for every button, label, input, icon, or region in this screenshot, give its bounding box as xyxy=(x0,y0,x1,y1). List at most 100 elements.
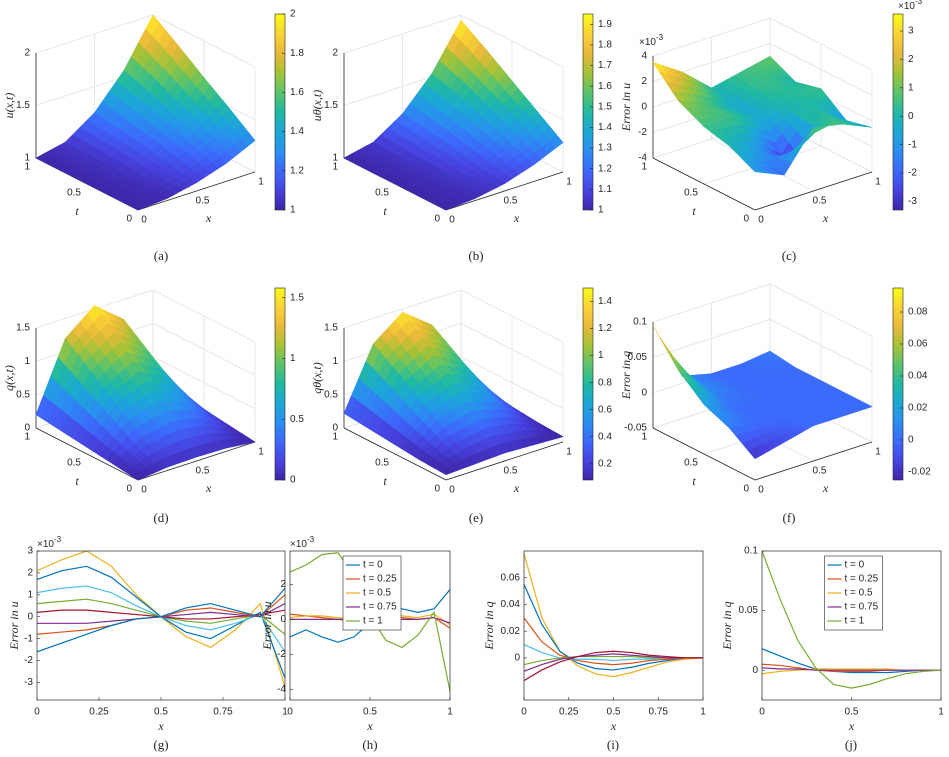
x-tick-label: 0.5 xyxy=(196,196,210,207)
z-axis-label: q(x,t) xyxy=(2,365,16,391)
surface-cell xyxy=(130,203,147,211)
surface-patch xyxy=(61,370,117,448)
legend-label: t = 0.25 xyxy=(845,574,879,585)
series-line xyxy=(37,587,285,653)
z-tick-label: -2 xyxy=(638,127,647,138)
series-line xyxy=(524,617,703,666)
y-tick-label: 0.1 xyxy=(744,546,758,557)
colorbar-tick-label: 1.5 xyxy=(290,292,304,303)
colorbar-tick-label: 0 xyxy=(908,435,914,446)
exponent-label: ×10-3 xyxy=(898,0,923,12)
panel-caption: (b) xyxy=(468,248,483,263)
colorbar xyxy=(274,287,286,481)
z-tick-label: -4 xyxy=(638,153,647,164)
x-tick-label: 0.75 xyxy=(649,707,669,718)
y-axis-label: Error in u xyxy=(7,601,21,650)
x-axis-label: x xyxy=(610,719,617,733)
y-tick-label: 0.5 xyxy=(684,188,698,199)
x-tick-label: 1 xyxy=(566,177,572,188)
y-tick-label: 0.5 xyxy=(375,458,389,469)
z-tick-label: 0.05 xyxy=(628,352,648,363)
y-axis xyxy=(343,427,447,481)
surface-patch xyxy=(170,138,227,183)
y-tick-label: 1 xyxy=(27,589,33,600)
x-axis-label: x xyxy=(205,211,212,225)
panel-caption: (g) xyxy=(153,737,168,752)
exponent-power: -3 xyxy=(656,33,664,42)
colorbar-tick-label: 1.6 xyxy=(598,81,612,92)
y-tick-label: 2 xyxy=(27,568,33,579)
y-tick-label: 0 xyxy=(752,665,758,676)
surface-patch xyxy=(144,381,201,422)
surface-patch xyxy=(111,184,168,211)
colorbar-tick-label: 0.2 xyxy=(598,458,612,469)
surface-patch xyxy=(145,115,201,166)
panel-caption: (d) xyxy=(153,510,168,525)
panel-caption: (h) xyxy=(362,737,377,752)
legend-label: t = 0.5 xyxy=(363,588,392,599)
x-axis-label: x xyxy=(822,211,829,225)
surface-patch xyxy=(419,435,476,475)
surface-patch xyxy=(728,145,786,176)
surface-patch xyxy=(707,103,763,121)
x-tick-label: 0.5 xyxy=(813,466,827,477)
surface-patch xyxy=(170,418,227,458)
z-tick-label: 2 xyxy=(641,76,647,87)
x-axis-label: x xyxy=(366,719,373,733)
surface-patch xyxy=(419,184,476,211)
colorbar-tick-label: 1.7 xyxy=(598,60,612,71)
surface-cell xyxy=(747,164,764,173)
surface-patch xyxy=(507,111,564,166)
z-tick-label: 0 xyxy=(24,423,30,434)
y-axis-label: t xyxy=(383,474,387,488)
x-tick-label: 1 xyxy=(258,177,264,188)
series-line xyxy=(37,565,285,679)
z-axis-label: Error in q xyxy=(619,351,633,400)
colorbar-tick-label: -1 xyxy=(908,139,917,150)
surface-cell xyxy=(438,467,454,475)
z-tick-label: 0.5 xyxy=(324,389,338,400)
surface-patch xyxy=(482,386,538,423)
surface-patch xyxy=(90,341,146,405)
z-tick-label: 1 xyxy=(24,356,30,367)
surface-patch xyxy=(119,91,176,148)
surface-patch xyxy=(703,404,760,429)
surface-patch xyxy=(123,14,179,93)
y-tick-label: -1 xyxy=(24,633,33,644)
surface-cell xyxy=(131,471,146,481)
x-axis-label: x xyxy=(822,481,829,495)
series-line xyxy=(524,653,703,672)
surface-cell xyxy=(671,358,687,376)
panel-caption: (c) xyxy=(782,248,796,263)
surface-patch xyxy=(368,155,425,185)
z-tick-label: 1.5 xyxy=(324,323,338,334)
x-tick-label: 0.5 xyxy=(154,707,168,718)
z-axis-label: Error in u xyxy=(619,83,633,132)
surface-patch xyxy=(758,412,815,443)
y-tick-label: 1 xyxy=(332,432,338,443)
colorbar-tick-label: 0.5 xyxy=(290,414,304,425)
x-tick-label: 0.5 xyxy=(813,196,827,207)
surface-patch xyxy=(343,141,400,172)
x-tick-label: 0.5 xyxy=(196,466,210,477)
colorbar-tick-label: 0.08 xyxy=(908,307,928,318)
colorbar-tick-label: 1.1 xyxy=(598,184,612,195)
x-tick-label: 0.5 xyxy=(607,707,621,718)
surface-patch xyxy=(423,147,480,185)
exponent-label: ×10-3 xyxy=(639,33,664,48)
y-tick-label: 0 xyxy=(514,653,520,664)
colorbar-tick-label: 1 xyxy=(290,353,296,364)
colorbar-tick-label: 1.9 xyxy=(598,19,612,30)
surface-patch xyxy=(90,129,147,171)
legend-label: t = 0 xyxy=(363,560,383,571)
series-line xyxy=(524,650,703,682)
series-line xyxy=(37,585,285,653)
z-tick-label: 0 xyxy=(641,387,647,398)
axes-box xyxy=(36,550,286,701)
y-tick-label: 0 xyxy=(434,484,440,495)
x-tick-label: 0 xyxy=(141,215,147,226)
surface-patch xyxy=(119,341,176,386)
surface-patch xyxy=(369,373,425,446)
colorbar-tick-label: 1 xyxy=(908,82,914,93)
colorbar xyxy=(274,13,286,211)
